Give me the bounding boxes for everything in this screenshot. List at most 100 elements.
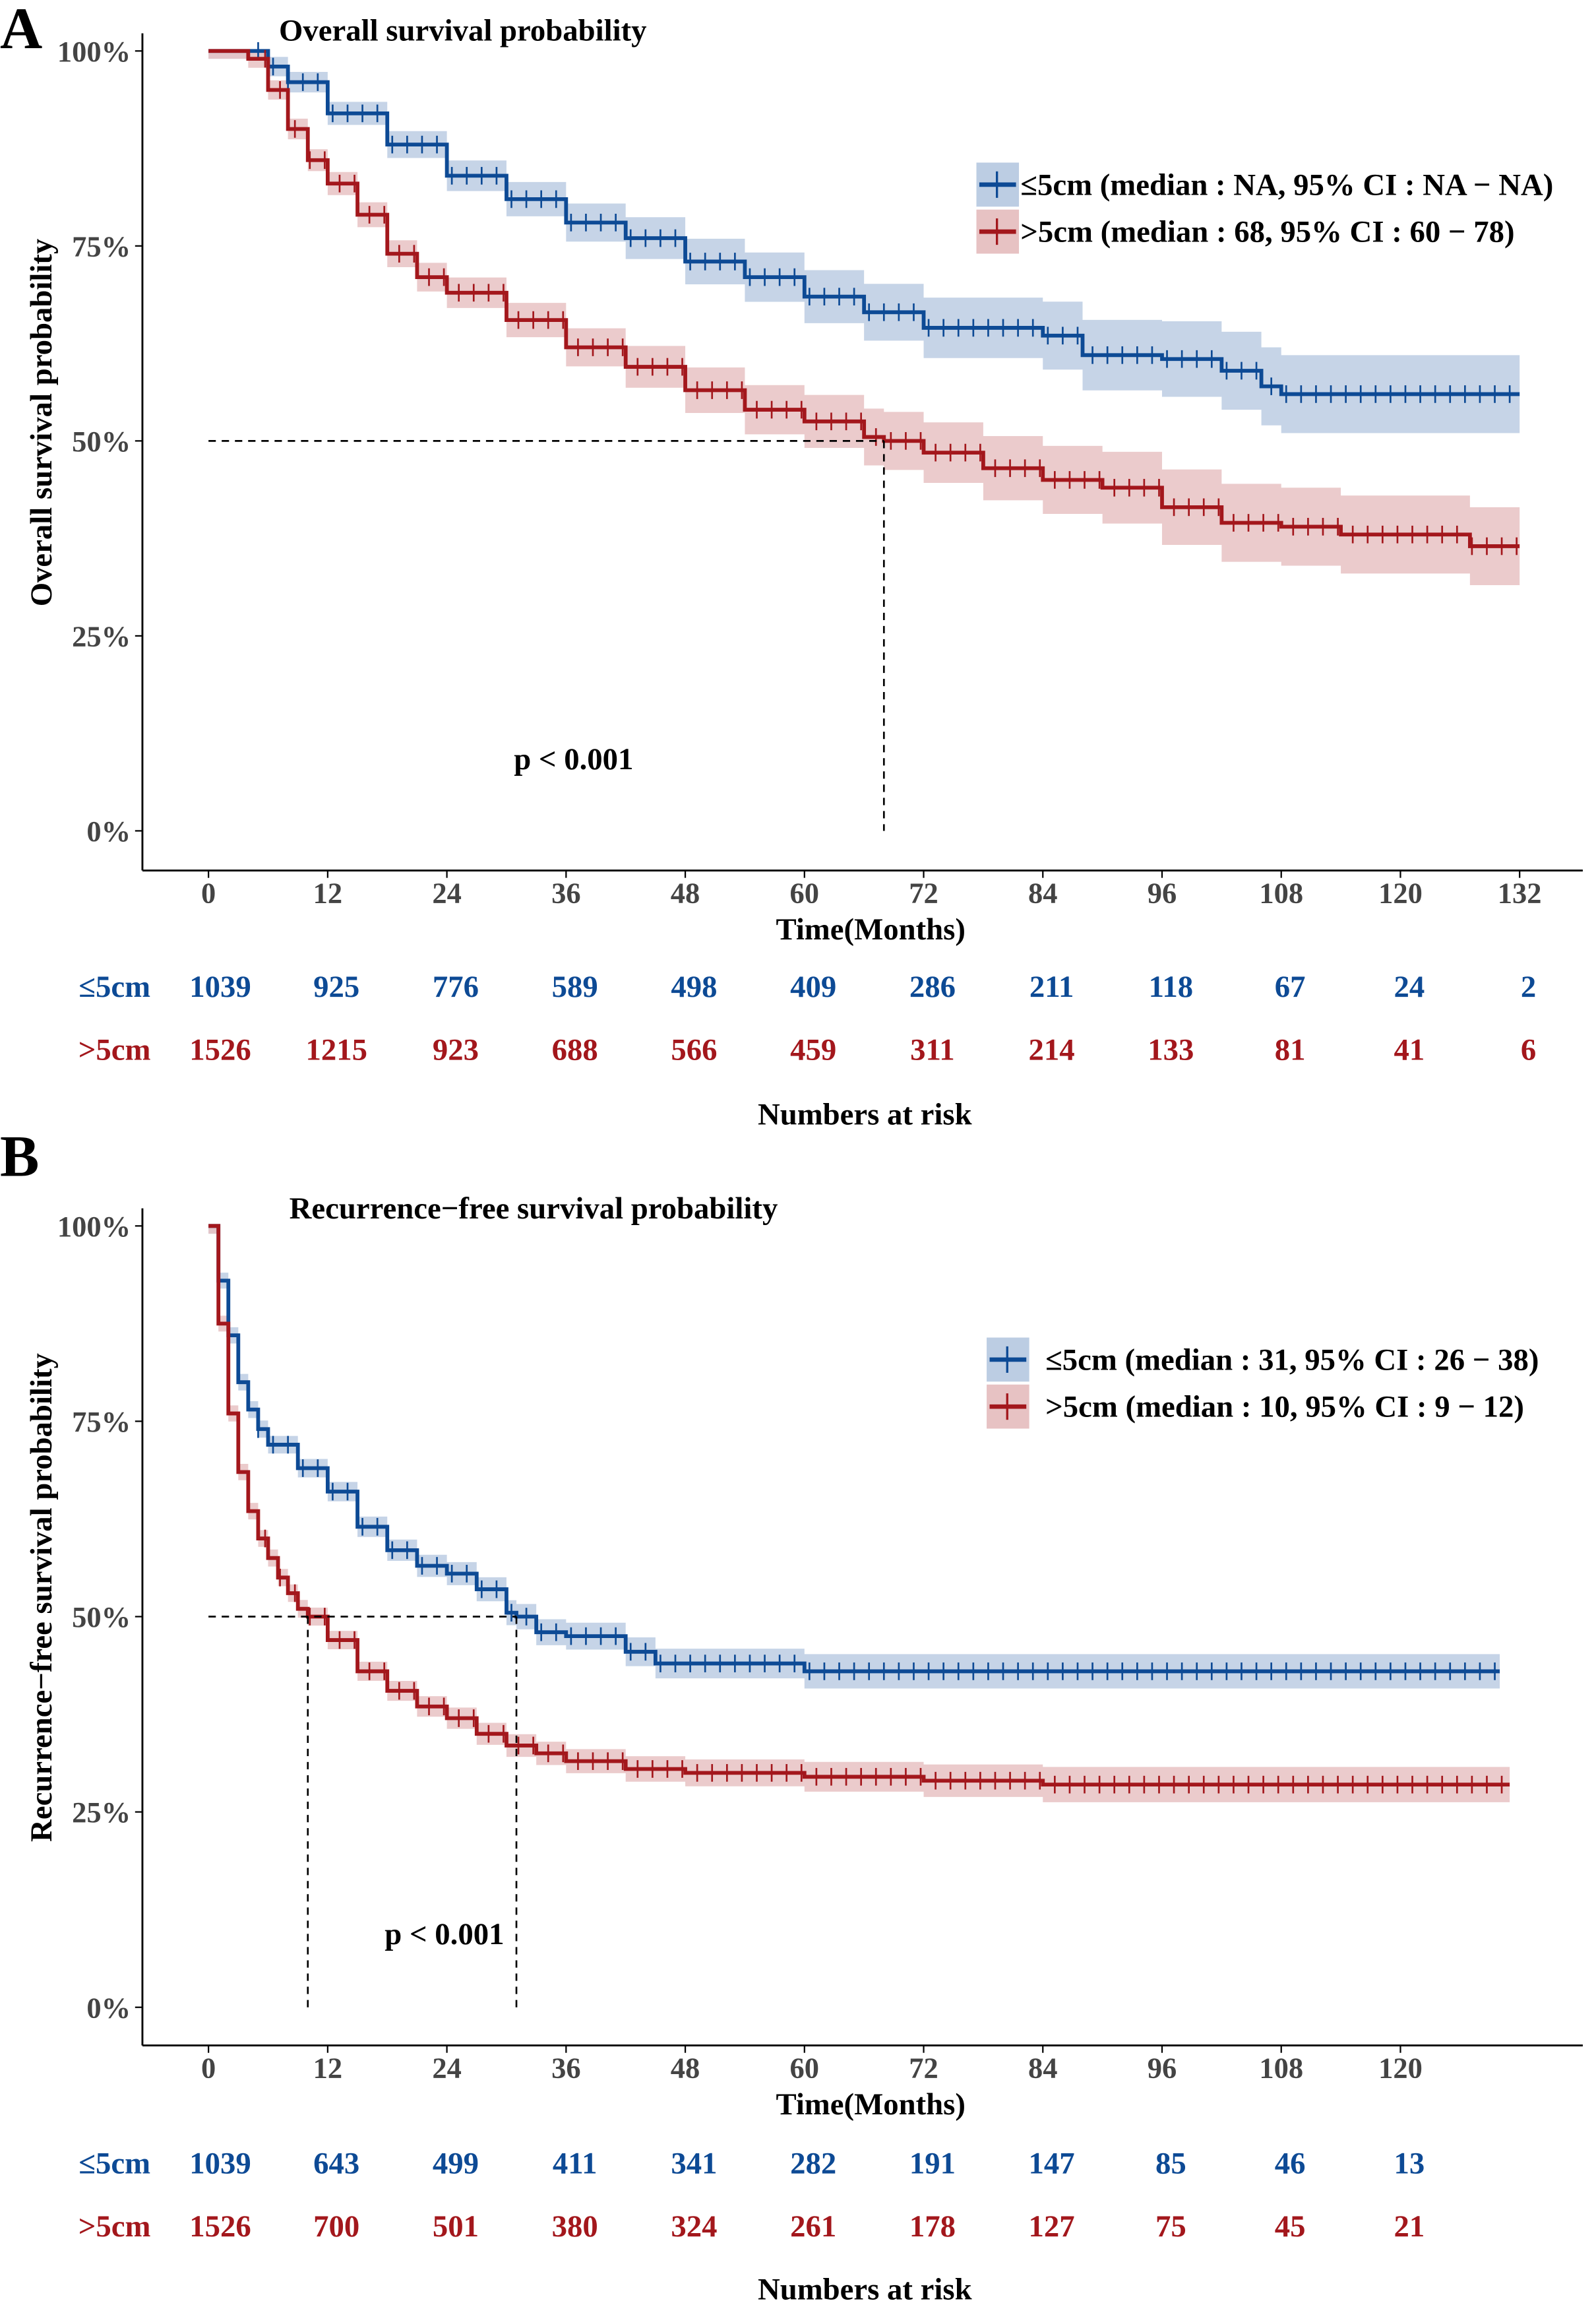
legend-entry: >5cm (median : 68, 95% CI : 60 − 78) (1020, 215, 1514, 249)
y-tick-label: 0% (86, 815, 131, 848)
risk-value: 1039 (189, 2146, 251, 2180)
risk-value: 341 (671, 2146, 717, 2180)
risk-value: 1526 (189, 1033, 251, 1067)
y-tick-label: 75% (72, 1405, 131, 1438)
y-axis-label: Overall survival probability (24, 239, 59, 607)
y-tick-label: 75% (72, 230, 131, 263)
risk-value: 311 (910, 1033, 955, 1067)
y-tick-label: 100% (57, 35, 131, 68)
x-tick-label: 48 (671, 2052, 700, 2085)
panel-b: B Recurrence−free survival probability 0% 2… (0, 1125, 1583, 2305)
risk-row-label: >5cm (78, 2209, 151, 2244)
risk-row-label: >5cm (78, 1033, 151, 1067)
risk-row-label: ≤5cm (78, 2146, 150, 2180)
risk-value: 75 (1155, 2209, 1186, 2244)
risk-value: 127 (1029, 2209, 1075, 2244)
y-tick-label: 50% (72, 1600, 131, 1633)
risk-value: 81 (1275, 1033, 1306, 1067)
risk-value: 411 (553, 2146, 598, 2180)
risk-value: 643 (313, 2146, 359, 2180)
x-tick-label: 72 (909, 877, 938, 910)
risk-value: 501 (433, 2209, 479, 2244)
risk-value: 409 (790, 970, 836, 1004)
y-tick-label: 50% (72, 425, 131, 458)
risk-value: 6 (1521, 1033, 1536, 1067)
legend-entry: ≤5cm (median : 31, 95% CI : 26 − 38) (1045, 1342, 1539, 1377)
p-value: p < 0.001 (384, 1917, 504, 1951)
y-tick-label: 25% (72, 1796, 131, 1829)
x-tick-label: 36 (551, 877, 581, 910)
risk-value: 459 (790, 1033, 836, 1067)
ci-band-le5 (208, 51, 1520, 433)
risk-value: 566 (671, 1033, 717, 1067)
risk-row-label: ≤5cm (78, 970, 150, 1004)
risk-value: 178 (909, 2209, 956, 2244)
x-tick-label: 96 (1148, 2052, 1177, 2085)
survival-curve-le5 (208, 1224, 1500, 1674)
panel-a: A Overall survival probability 0% 25% 50% 75%… (0, 0, 1583, 1132)
x-axis-label: Time(Months) (776, 2087, 965, 2122)
legend-entry: >5cm (median : 10, 95% CI : 9 − 12) (1045, 1390, 1524, 1424)
risk-value: 1039 (189, 970, 251, 1004)
y-tick-label: 100% (57, 1210, 131, 1243)
risk-value: 24 (1394, 970, 1425, 1004)
risk-value: 498 (671, 970, 717, 1004)
risk-value: 700 (313, 2209, 359, 2244)
risk-table-title: Numbers at risk (758, 2273, 972, 2305)
risk-value: 286 (909, 970, 956, 1004)
x-tick-label: 120 (1378, 877, 1423, 910)
x-tick-label: 24 (432, 877, 462, 910)
x-tick-label: 84 (1028, 877, 1058, 910)
risk-value: 13 (1394, 2146, 1425, 2180)
risk-value: 1215 (305, 1033, 367, 1067)
risk-value: 147 (1029, 2146, 1075, 2180)
risk-value: 211 (1029, 970, 1074, 1004)
risk-value: 688 (552, 1033, 598, 1067)
risk-value: 67 (1275, 970, 1306, 1004)
legend-entry: ≤5cm (median : NA, 95% CI : NA − NA) (1020, 168, 1553, 202)
risk-value: 21 (1394, 2209, 1425, 2244)
x-tick-label: 96 (1148, 877, 1177, 910)
ci-band-gt5 (208, 1226, 1510, 1804)
risk-table-title: Numbers at risk (758, 1098, 972, 1132)
ci-band-gt5 (208, 51, 1520, 586)
y-tick-label: 0% (86, 1991, 131, 2024)
x-tick-label: 0 (201, 2052, 216, 2085)
panel-label: B (0, 1125, 39, 1189)
risk-value: 85 (1155, 2146, 1186, 2180)
x-tick-label: 0 (201, 877, 216, 910)
y-tick-label: 25% (72, 619, 131, 652)
risk-value: 261 (790, 2209, 836, 2244)
risk-value: 499 (433, 2146, 479, 2180)
ci-band-le5 (208, 1226, 1500, 1695)
risk-value: 45 (1275, 2209, 1306, 2244)
x-tick-label: 60 (790, 877, 820, 910)
risk-value: 41 (1394, 1033, 1425, 1067)
x-tick-label: 132 (1498, 877, 1542, 910)
risk-value: 133 (1148, 1033, 1194, 1067)
x-tick-label: 60 (790, 2052, 820, 2085)
risk-value: 191 (909, 2146, 956, 2180)
x-tick-label: 120 (1378, 2052, 1423, 2085)
x-tick-label: 84 (1028, 2052, 1058, 2085)
risk-value: 776 (433, 970, 479, 1004)
x-tick-label: 108 (1259, 2052, 1303, 2085)
p-value: p < 0.001 (514, 742, 633, 776)
x-tick-label: 48 (671, 877, 700, 910)
x-tick-label: 72 (909, 2052, 938, 2085)
x-tick-label: 36 (551, 2052, 581, 2085)
risk-value: 214 (1029, 1033, 1075, 1067)
risk-value: 2 (1521, 970, 1536, 1004)
panel-label: A (0, 0, 42, 61)
risk-value: 380 (552, 2209, 598, 2244)
risk-value: 46 (1275, 2146, 1306, 2180)
chart-title: Overall survival probability (279, 14, 647, 48)
risk-value: 324 (671, 2209, 717, 2244)
survival-curve-gt5 (208, 1224, 1510, 1787)
survival-curve-gt5 (208, 49, 1520, 548)
risk-value: 923 (433, 1033, 479, 1067)
x-tick-label: 108 (1259, 877, 1303, 910)
x-tick-label: 12 (313, 2052, 343, 2085)
risk-value: 589 (552, 970, 598, 1004)
